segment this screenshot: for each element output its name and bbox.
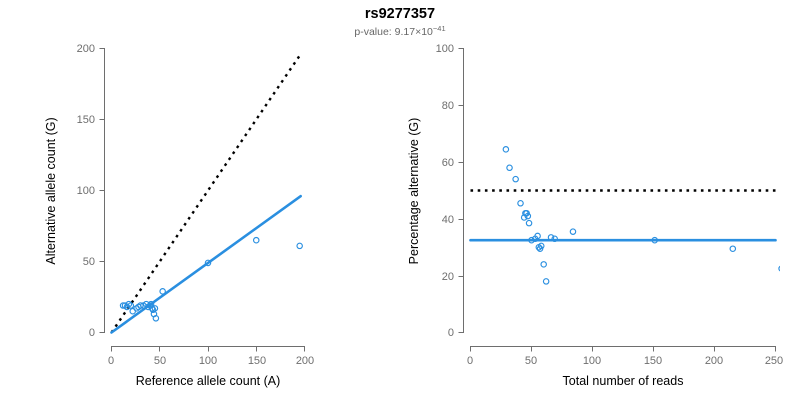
data-point — [506, 164, 513, 172]
data-point — [252, 236, 260, 244]
left-identity-line — [110, 53, 302, 334]
left-plot-area — [110, 53, 303, 334]
data-point — [204, 259, 212, 267]
figure-title: rs9277357 — [365, 6, 435, 22]
data-point — [152, 315, 160, 322]
data-point — [540, 261, 547, 268]
right-y-label-100: 100 — [436, 43, 454, 55]
data-point — [119, 302, 127, 309]
data-point — [517, 200, 524, 207]
data-point — [651, 236, 658, 244]
right-x-axis-title: Total number of reads — [563, 374, 684, 388]
right-y-axis-title: Percentage alternative (G) — [407, 118, 421, 265]
left-x-axis: 0 50 100 150 200 — [108, 346, 314, 367]
data-point — [778, 265, 780, 272]
data-point — [524, 212, 532, 220]
right-x-label-150: 150 — [644, 355, 662, 367]
right-x-label-250: 250 — [765, 355, 783, 367]
right-y-label-20: 20 — [442, 271, 454, 283]
left-y-axis-title: Alternative allele count (G) — [44, 117, 58, 264]
right-data-points — [502, 146, 780, 285]
data-point — [512, 175, 519, 183]
right-y-label-40: 40 — [442, 214, 454, 226]
right-x-label-100: 100 — [583, 355, 601, 367]
left-y-label-150: 150 — [77, 114, 95, 126]
left-x-label-100: 100 — [199, 355, 217, 367]
data-point — [528, 236, 535, 244]
left-y-label-100: 100 — [77, 185, 95, 197]
data-point — [151, 305, 159, 312]
data-point — [296, 242, 303, 250]
left-x-label-150: 150 — [248, 355, 266, 367]
left-y-label-0: 0 — [89, 327, 95, 339]
data-point — [525, 219, 533, 227]
data-point — [542, 278, 550, 285]
right-y-label-80: 80 — [442, 100, 454, 112]
right-x-label-0: 0 — [467, 355, 473, 367]
data-point — [502, 146, 510, 153]
data-point — [127, 302, 135, 309]
left-y-label-200: 200 — [77, 43, 95, 55]
right-x-label-200: 200 — [705, 355, 723, 367]
left-x-label-200: 200 — [296, 355, 314, 367]
right-panel: 100 80 60 40 20 0 0 50 100 150 200 — [407, 43, 783, 388]
data-point — [569, 228, 577, 235]
p-value-text: p-value: 9.17×10 — [354, 26, 433, 38]
right-y-label-60: 60 — [442, 157, 454, 169]
right-y-label-0: 0 — [448, 327, 454, 339]
data-point — [148, 305, 156, 312]
data-point — [551, 235, 558, 243]
data-point — [159, 288, 166, 295]
data-point — [534, 232, 541, 240]
data-point — [537, 242, 545, 250]
right-x-axis: 0 50 100 150 200 250 — [467, 346, 783, 367]
data-point — [147, 300, 155, 308]
left-panel: 200 150 100 50 0 0 50 100 150 200 — [44, 43, 314, 388]
right-plot-area — [469, 146, 780, 285]
left-x-label-0: 0 — [108, 355, 114, 367]
data-point — [729, 245, 737, 252]
right-y-axis: 100 80 60 40 20 0 — [436, 43, 464, 339]
right-x-label-50: 50 — [525, 355, 537, 367]
left-data-points — [119, 236, 303, 322]
data-point — [547, 234, 555, 241]
left-y-label-50: 50 — [83, 256, 95, 268]
figure-subtitle: p-value: 9.17×10−41 — [354, 24, 445, 38]
left-x-label-50: 50 — [154, 355, 166, 367]
left-y-axis: 200 150 100 50 0 — [77, 43, 105, 339]
p-value-exponent: −41 — [433, 24, 446, 33]
data-point — [137, 302, 144, 309]
left-x-axis-title: Reference allele count (A) — [136, 374, 281, 388]
identity-line — [110, 53, 302, 334]
